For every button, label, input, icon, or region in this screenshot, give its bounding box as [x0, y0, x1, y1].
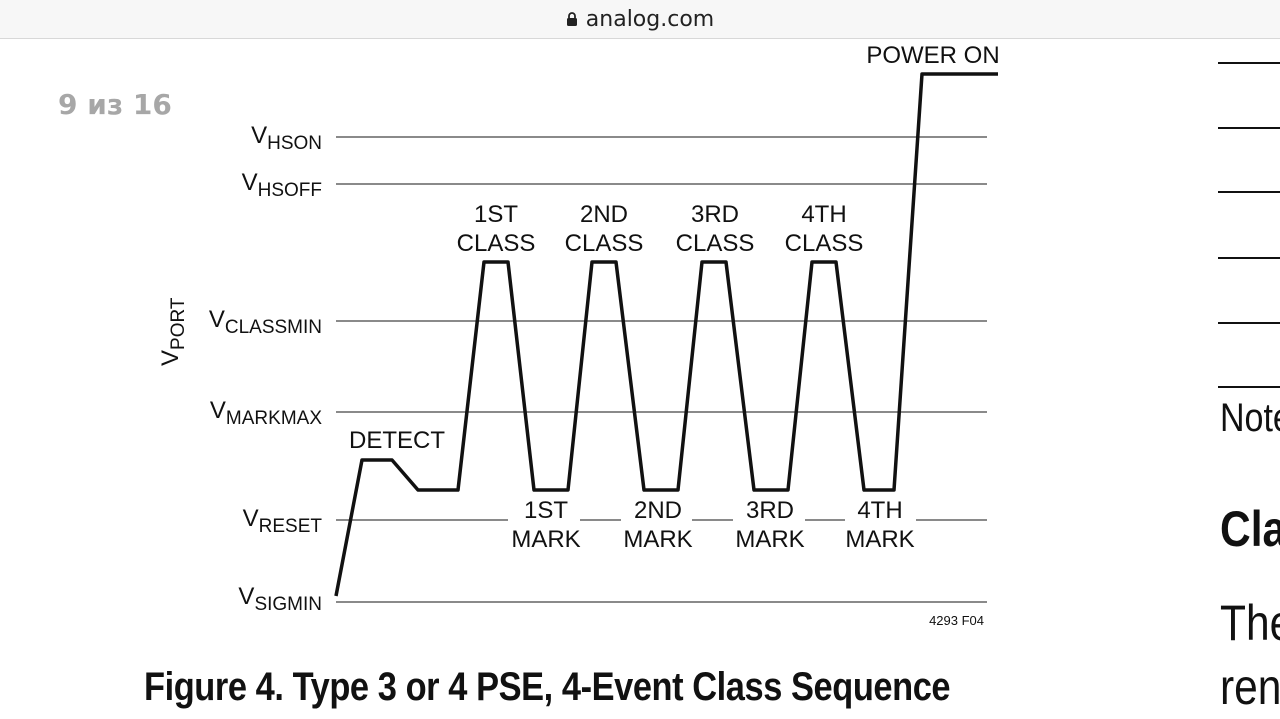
url-text: analog.com: [585, 6, 715, 32]
figure-id: 4293 F04: [929, 613, 984, 628]
mark-label-2-line2: MARK: [623, 526, 692, 553]
right-column-partial: Note Cla The ren: [1218, 38, 1280, 719]
level-label-reset: VRESET: [243, 505, 323, 537]
mark-label-4-line2: MARK: [845, 526, 914, 553]
class-label-4-line2: CLASS: [785, 230, 864, 257]
body-text-line: ren: [1220, 659, 1280, 715]
address-bar[interactable]: analog.com: [0, 0, 1280, 39]
figure-caption: Figure 4. Type 3 or 4 PSE, 4-Event Class…: [144, 665, 951, 709]
class-label-3-line2: CLASS: [676, 230, 755, 257]
level-label-classmin: VCLASSMIN: [209, 306, 322, 338]
class-label-1-line2: CLASS: [457, 230, 536, 257]
detect-label: DETECT: [349, 427, 445, 454]
mark-label-1-line1: 1ST: [524, 497, 568, 524]
mark-label-3-line2: MARK: [735, 526, 804, 553]
level-label-hsoff: VHSOFF: [242, 169, 322, 201]
power-on-label: POWER ON: [866, 42, 999, 69]
url-field[interactable]: analog.com: [566, 7, 714, 32]
class-sequence-diagram: VHSON VHSOFF VCLASSMIN VMARKMAX VRESET V…: [157, 42, 1000, 628]
level-label-hson: VHSON: [251, 122, 322, 154]
table-rule: [1218, 191, 1280, 193]
class-label-1-line1: 1ST: [474, 201, 518, 228]
event-labels: DETECT POWER ON 1ST CLASS 2ND CLASS 3RD …: [349, 42, 1000, 553]
body-text-line: The: [1220, 595, 1280, 651]
page-counter: 9 из 16: [58, 88, 172, 121]
level-labels: VHSON VHSOFF VCLASSMIN VMARKMAX VRESET V…: [209, 122, 323, 615]
level-label-sigmin: VSIGMIN: [238, 583, 322, 615]
y-axis-label: VPORT: [157, 297, 189, 366]
note-label: Note: [1220, 396, 1280, 440]
mark-label-2-line1: 2ND: [634, 497, 682, 524]
mark-label-1-line2: MARK: [511, 526, 580, 553]
table-rule: [1218, 386, 1280, 388]
class-label-2-line2: CLASS: [565, 230, 644, 257]
class-label-2-line1: 2ND: [580, 201, 628, 228]
lock-icon: [566, 12, 577, 26]
table-rule: [1218, 127, 1280, 129]
table-rule: [1218, 62, 1280, 64]
class-label-3-line1: 3RD: [691, 201, 739, 228]
table-rule: [1218, 257, 1280, 259]
level-label-markmax: VMARKMAX: [210, 397, 322, 429]
reference-lines: [336, 136, 987, 603]
mark-label-3-line1: 3RD: [746, 497, 794, 524]
table-rule: [1218, 322, 1280, 324]
vport-waveform: [334, 72, 998, 597]
mark-label-4-line1: 4TH: [857, 497, 902, 524]
section-heading: Cla: [1220, 501, 1280, 557]
class-label-4-line1: 4TH: [801, 201, 846, 228]
